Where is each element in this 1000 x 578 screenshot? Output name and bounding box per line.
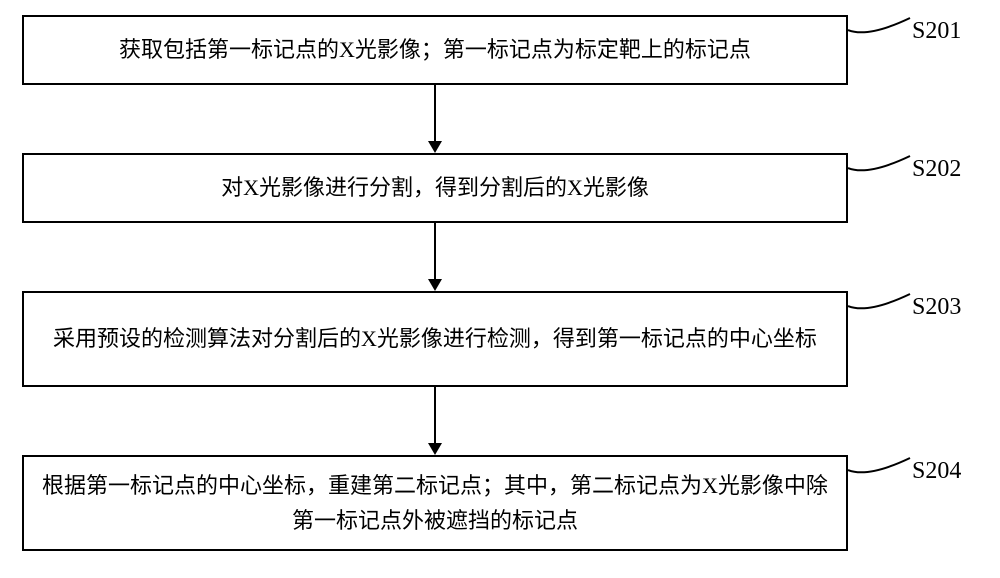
step-label-s203: S203 xyxy=(912,294,961,321)
arrow-line-2 xyxy=(434,223,436,279)
step-text: 根据第一标记点的中心坐标，重建第二标记点；其中，第二标记点为X光影像中除第一标记… xyxy=(36,468,834,538)
arrow-line-1 xyxy=(434,85,436,141)
flowchart-canvas: 获取包括第一标记点的X光影像；第一标记点为标定靶上的标记点 S201 对X光影像… xyxy=(0,0,1000,578)
connector-s204 xyxy=(848,454,912,482)
step-text: 采用预设的检测算法对分割后的X光影像进行检测，得到第一标记点的中心坐标 xyxy=(53,321,817,356)
connector-s202 xyxy=(848,152,912,180)
arrow-line-3 xyxy=(434,387,436,443)
step-box-s204: 根据第一标记点的中心坐标，重建第二标记点；其中，第二标记点为X光影像中除第一标记… xyxy=(22,455,848,551)
step-box-s201: 获取包括第一标记点的X光影像；第一标记点为标定靶上的标记点 xyxy=(22,15,848,85)
step-text: 对X光影像进行分割，得到分割后的X光影像 xyxy=(221,170,649,205)
arrow-head-1 xyxy=(428,141,442,153)
arrow-head-2 xyxy=(428,279,442,291)
step-label-s204: S204 xyxy=(912,458,961,485)
step-label-s202: S202 xyxy=(912,156,961,183)
connector-s203 xyxy=(848,290,912,318)
step-box-s202: 对X光影像进行分割，得到分割后的X光影像 xyxy=(22,153,848,223)
step-label-s201: S201 xyxy=(912,18,961,45)
step-text: 获取包括第一标记点的X光影像；第一标记点为标定靶上的标记点 xyxy=(119,32,751,67)
arrow-head-3 xyxy=(428,443,442,455)
step-box-s203: 采用预设的检测算法对分割后的X光影像进行检测，得到第一标记点的中心坐标 xyxy=(22,291,848,387)
connector-s201 xyxy=(848,14,912,42)
